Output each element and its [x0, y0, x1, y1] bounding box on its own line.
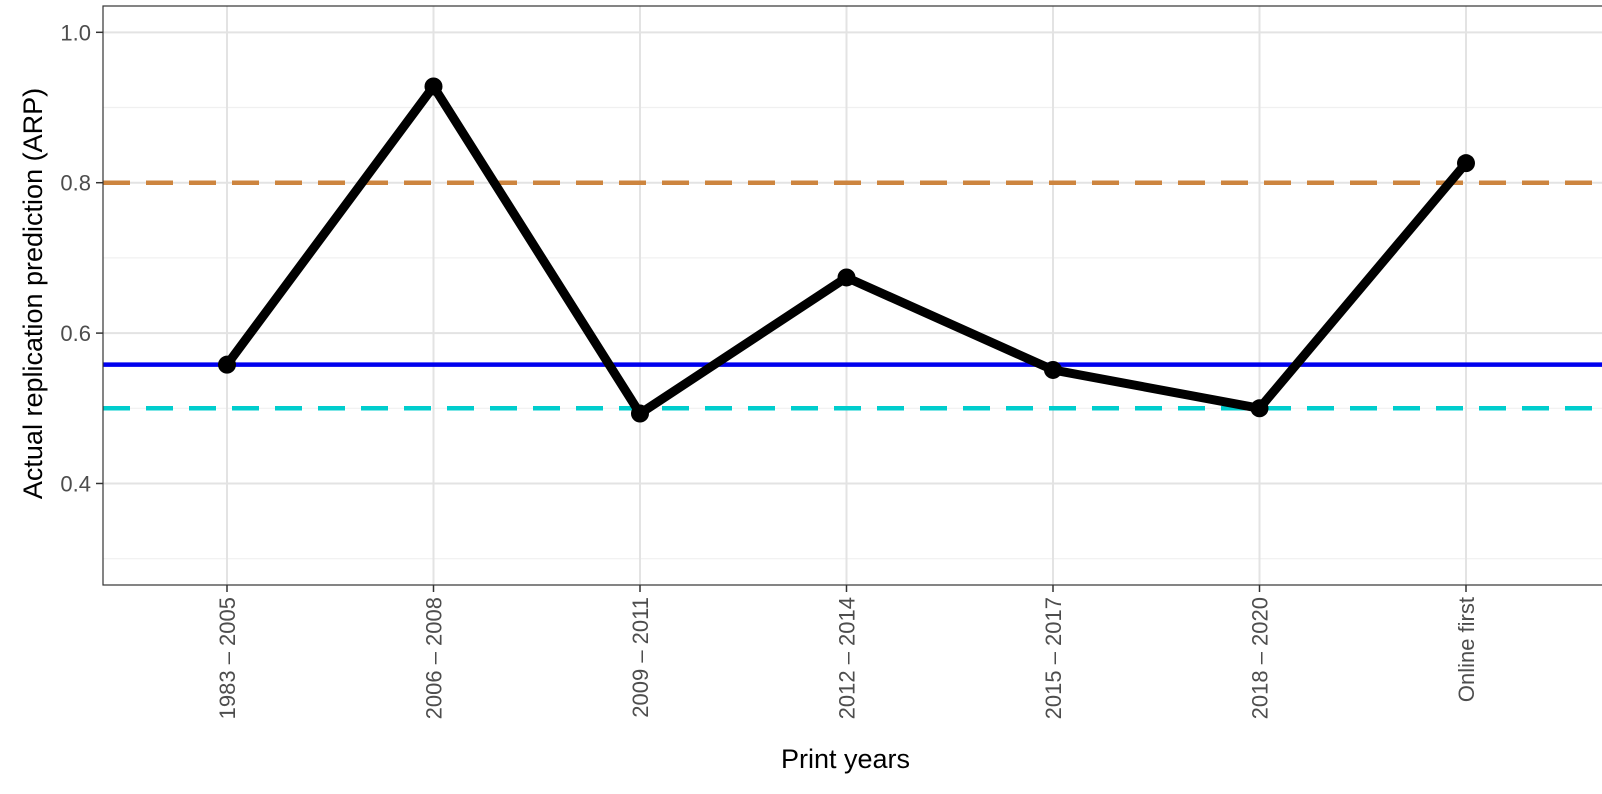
- y-tick-label: 0.4: [60, 471, 91, 496]
- x-tick-label: 2009 – 2011: [628, 597, 653, 718]
- data-point: [631, 404, 649, 423]
- y-tick-label: 0.8: [60, 171, 91, 196]
- x-tick-label: 2006 – 2008: [422, 597, 447, 719]
- major-gridlines: [103, 6, 1602, 585]
- reference-lines: [103, 180, 1602, 411]
- x-tick-label: 2012 – 2014: [835, 597, 860, 719]
- x-axis-title: Print years: [781, 744, 910, 774]
- y-axis-ticks: 0.4 0.6 0.8 1.0: [60, 20, 103, 496]
- data-point: [1044, 360, 1062, 379]
- data-point: [424, 77, 443, 96]
- data-series: [218, 77, 1475, 423]
- data-point: [1250, 399, 1269, 418]
- y-tick-label: 0.6: [60, 321, 91, 346]
- x-tick-label: 2018 – 2020: [1248, 597, 1273, 719]
- y-tick-label: 1.0: [60, 20, 91, 45]
- y-axis-title: Actual replication prediction (ARP): [18, 88, 48, 499]
- x-axis-ticks: 1983 – 2005 2006 – 2008 2009 – 2011 2012 – …: [215, 585, 1479, 719]
- data-point: [218, 355, 236, 374]
- data-point: [1457, 154, 1475, 173]
- x-tick-label: 1983 – 2005: [215, 597, 240, 719]
- plot-panel-border: [102, 5, 1602, 586]
- x-tick-label: Online first: [1454, 597, 1479, 702]
- data-point: [837, 268, 856, 287]
- x-tick-label: 2015 – 2017: [1041, 597, 1066, 719]
